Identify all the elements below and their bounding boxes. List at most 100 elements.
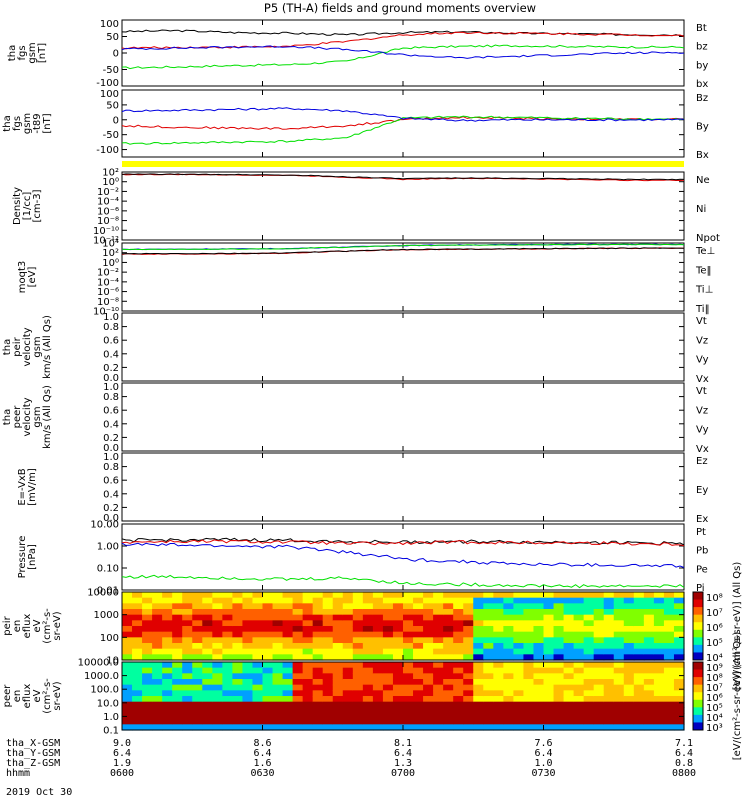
heatmap-cell <box>523 626 535 633</box>
heatmap-cell <box>132 684 143 691</box>
heatmap-cell <box>162 696 173 703</box>
heatmap-cell <box>613 620 625 627</box>
heatmap-cell <box>483 648 494 655</box>
heatmap-cell <box>643 648 655 655</box>
heatmap-cell <box>372 679 384 686</box>
heatmap-cell <box>403 667 414 674</box>
heatmap-cell <box>242 718 254 725</box>
legend-label: Ex <box>696 514 708 525</box>
heatmap-cell <box>613 718 625 725</box>
heatmap-cell <box>543 643 555 650</box>
legend-label: Pe <box>696 564 708 575</box>
heatmap-cell <box>563 718 575 725</box>
heatmap-cell <box>493 673 504 680</box>
heatmap-cell <box>212 648 223 655</box>
heatmap-cell <box>242 603 254 610</box>
heatmap-cell <box>443 609 454 616</box>
heatmap-cell <box>382 626 394 633</box>
heatmap-cell <box>483 609 494 616</box>
y-axis-label: thafgsgsm[nT] <box>7 42 48 63</box>
heatmap-cell <box>623 597 635 604</box>
heatmap-cell <box>122 609 133 616</box>
heatmap-cell <box>663 631 675 638</box>
heatmap-cell <box>262 662 274 669</box>
heatmap-cell <box>232 673 244 680</box>
heatmap-cell <box>653 713 665 720</box>
heatmap-cell <box>322 667 334 674</box>
y-tick-label: 10⁴ <box>102 239 119 250</box>
heatmap-cell <box>433 707 444 714</box>
heatmap-cell <box>413 637 424 644</box>
heatmap-cell <box>593 637 605 644</box>
heatmap-cell <box>362 614 374 621</box>
heatmap-cell <box>152 603 163 610</box>
heatmap-cell <box>302 707 314 714</box>
heatmap-cell <box>673 592 685 599</box>
footer-row-value: 6.4 <box>113 748 131 759</box>
y-axis-label-line: gsm <box>27 42 38 63</box>
heatmap-cell <box>653 679 665 686</box>
heatmap-cell <box>533 597 545 604</box>
heatmap-cell <box>633 603 645 610</box>
colorbar-segment <box>693 622 703 631</box>
heatmap-cell <box>142 654 153 661</box>
y-tick-label: 10⁻² <box>97 187 119 198</box>
heatmap-cell <box>282 626 294 633</box>
heatmap-cell <box>603 684 615 691</box>
y-tick-label: 1.0 <box>103 382 119 393</box>
heatmap-cell <box>312 707 324 714</box>
heatmap-cell <box>222 667 233 674</box>
heatmap-cell <box>573 637 585 644</box>
heatmap-cell <box>603 626 615 633</box>
heatmap-cell <box>643 643 655 650</box>
heatmap-cell <box>443 713 454 720</box>
heatmap-cell <box>533 667 545 674</box>
y-axis-label-line: moqt3 <box>17 261 28 294</box>
heatmap-cell <box>443 724 454 731</box>
heatmap-cell <box>122 643 133 650</box>
heatmap-cell <box>493 662 504 669</box>
heatmap-cell <box>573 592 585 599</box>
heatmap-cell <box>463 631 474 638</box>
heatmap-cell <box>473 718 484 725</box>
heatmap-cell <box>533 673 545 680</box>
heatmap-cell <box>182 707 193 714</box>
heatmap-cell <box>573 707 585 714</box>
flag-bar <box>122 161 684 167</box>
heatmap-cell <box>503 637 514 644</box>
heatmap-cell <box>633 673 645 680</box>
heatmap-cell <box>673 679 685 686</box>
heatmap-cell <box>503 597 514 604</box>
footer-row-value: 7.1 <box>675 738 693 749</box>
heatmap-cell <box>352 667 364 674</box>
heatmap-cell <box>423 673 434 680</box>
colorbar-segment <box>693 699 703 708</box>
heatmap-cell <box>322 631 334 638</box>
heatmap-cell <box>543 614 555 621</box>
heatmap-cell <box>503 609 514 616</box>
colorbar-segment <box>693 652 703 661</box>
y-axis-label-line: velocity <box>22 397 33 436</box>
heatmap-cell <box>573 597 585 604</box>
heatmap-cell <box>593 648 605 655</box>
colorbar-tick-label: 10⁷ <box>706 683 723 694</box>
heatmap-cell <box>222 707 233 714</box>
heatmap-cell <box>162 603 173 610</box>
heatmap-cell <box>152 684 163 691</box>
heatmap-cell <box>493 620 504 627</box>
heatmap-cell <box>332 643 344 650</box>
heatmap-cell <box>372 643 384 650</box>
heatmap-cell <box>543 701 555 708</box>
heatmap-cell <box>613 690 625 697</box>
heatmap-cell <box>142 701 153 708</box>
heatmap-cell <box>533 679 545 686</box>
legend-label: Bx <box>696 150 709 161</box>
heatmap-cell <box>312 637 324 644</box>
heatmap-cell <box>142 724 153 731</box>
heatmap-cell <box>413 684 424 691</box>
heatmap-cell <box>483 696 494 703</box>
y-tick-label: 10 <box>106 656 119 667</box>
heatmap-cell <box>623 662 635 669</box>
heatmap-cell <box>352 696 364 703</box>
